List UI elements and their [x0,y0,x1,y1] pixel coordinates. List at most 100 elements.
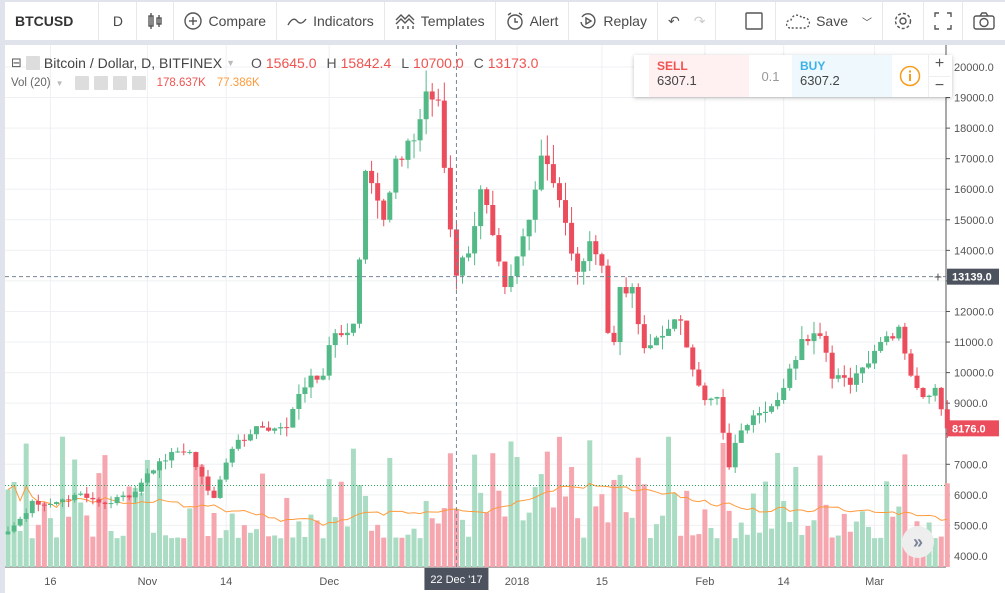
candle [229,446,235,468]
candle-body [296,393,302,409]
volume-bar [356,485,362,567]
volume-bar [823,504,829,567]
candle [653,335,659,346]
volume-bar [720,442,726,567]
chevron-down-icon[interactable]: ▼ [55,78,64,88]
candle-body [866,363,872,368]
candle-body [526,219,532,237]
volume-label[interactable]: Vol (20) [11,77,51,89]
volume-bar [756,532,762,567]
templates-label: Templates [420,13,485,29]
candle-body [375,183,381,201]
candle [678,315,684,335]
chart-type-button[interactable] [137,2,175,40]
y-tick-label: 20000.0 [954,62,994,74]
candle [896,324,902,341]
snapshot-button[interactable] [963,2,1005,40]
redo-icon[interactable]: ↷ [693,12,706,29]
symbol-label: BTCUSD [15,13,74,29]
gear-icon[interactable] [93,76,108,90]
indicators-button[interactable]: Indicators [277,2,385,40]
candle-body [605,265,611,333]
chart-pane[interactable]: 20000.0 19000.0 18000.0 17000.0 16000.0 15000… [5,45,1005,593]
candle-body [835,375,841,379]
alert-button[interactable]: Alert [496,2,570,40]
buy-button[interactable]: BUY 6307.2 [792,55,892,97]
candle-body [896,326,902,339]
collapse-legend-icon[interactable]: ⊟ [11,55,22,70]
volume-bar [66,516,72,567]
candle [556,177,562,208]
volume-bar [629,517,635,567]
candle-body [126,495,132,498]
crosshair-date-label: 22 Dec '17 [430,574,482,586]
candle-body [847,377,853,385]
open-label: O [251,55,262,71]
candle-body [90,497,96,500]
undo-icon[interactable]: ↶ [667,12,680,29]
fullscreen-button[interactable] [924,2,963,40]
candle-body [217,479,223,498]
settings-button[interactable] [883,2,924,40]
sell-button[interactable]: SELL 6307.1 [649,55,749,97]
candle-body [138,482,144,492]
close-label: C [473,55,484,71]
decrease-quantity-button[interactable]: − [929,75,950,98]
chevron-down-icon[interactable]: ▼ [226,58,235,68]
volume-bar [781,501,787,567]
save-button[interactable]: Save ﹀ [776,2,883,40]
volume-bar [490,453,496,567]
candle [617,286,623,356]
chevron-down-icon[interactable]: ﹀ [862,17,872,29]
candle [108,496,114,509]
eye-icon[interactable] [74,76,89,90]
scroll-to-realtime-button[interactable]: » [902,526,934,558]
volume-bar [399,537,405,567]
candle [538,139,544,192]
replay-button[interactable]: Replay [569,2,658,40]
interval-button[interactable]: D [99,2,138,40]
templates-button[interactable]: Templates [385,2,496,40]
symbol-search-button[interactable]: BTCUSD [5,2,100,40]
volume-bar [556,436,562,567]
price-chart[interactable]: 20000.0 19000.0 18000.0 17000.0 16000.0 15000… [5,45,1005,593]
y-tick-label: 14000.0 [954,245,994,257]
volume-bar [302,537,308,567]
candle [793,356,799,381]
candle-body [235,439,241,449]
candle [314,375,320,384]
candle [605,259,611,335]
candle [835,368,841,383]
volume-bar [157,466,162,567]
y-tick-label: 15000.0 [954,215,994,227]
volume-bar [447,453,453,567]
plus-icon[interactable] [112,76,127,90]
candle-body [466,253,472,258]
candle [775,392,781,410]
candle [926,394,932,404]
candle-body [78,493,84,495]
compare-button[interactable]: Compare [174,2,278,40]
flag-icon[interactable] [25,56,40,70]
candle [387,190,393,223]
volume-bar [138,493,144,567]
volume-bar [496,490,502,567]
candle [744,423,750,434]
cloud-icon [786,14,811,29]
volume-bar [811,520,817,567]
candle [211,486,217,499]
volume-bar [375,524,381,567]
candle-body [441,100,447,168]
increase-quantity-button[interactable]: + [934,55,945,72]
close-icon[interactable] [131,76,146,90]
series-title[interactable]: Bitcoin / Dollar, D, BITFINEX [43,55,223,71]
layout-button[interactable] [732,2,777,40]
candle [563,182,569,236]
candle [472,211,478,266]
candle [714,396,720,405]
volume-bar [441,508,447,567]
info-button[interactable] [892,55,928,97]
candle [684,320,690,348]
volume-bar [41,502,47,567]
candle-body [35,500,41,505]
